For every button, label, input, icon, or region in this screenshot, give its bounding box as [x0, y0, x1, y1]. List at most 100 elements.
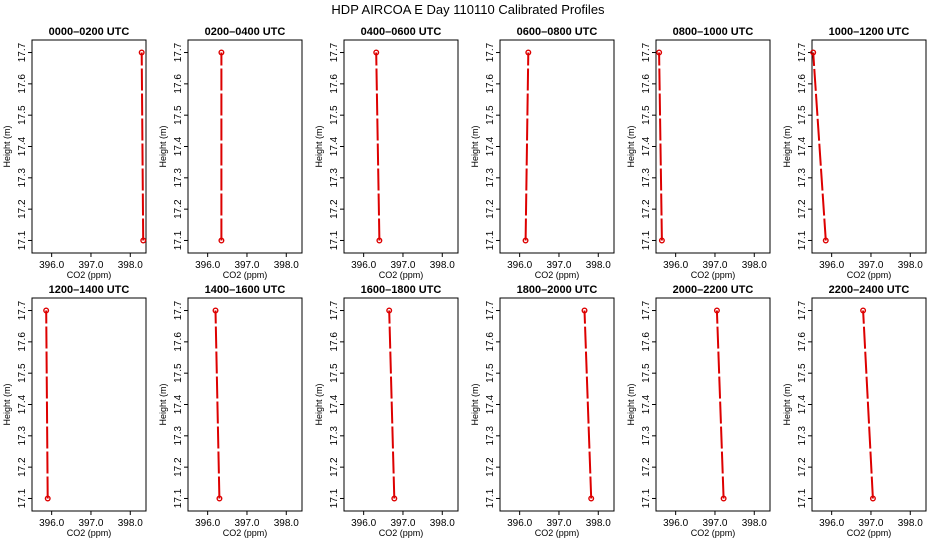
x-axis-label: CO2 (ppm): [691, 528, 736, 538]
panel-title: 0200–0400 UTC: [205, 26, 286, 38]
y-tick-label: 17.5: [797, 363, 808, 383]
chart-panel: 1400–1600 UTC 396.0 397.0 398.0 17.1 17.2 17.3…: [158, 284, 303, 538]
x-tick-label: 398.0: [118, 518, 143, 529]
plot-frame: [811, 39, 927, 254]
profile-point: [216, 495, 223, 502]
y-tick-label: 17.1: [641, 230, 652, 250]
y-tick-label: 17.3: [485, 426, 496, 446]
y-tick-label: 17.2: [485, 199, 496, 219]
y-axis-label: Height (m): [782, 383, 792, 425]
y-tick-label: 17.2: [641, 457, 652, 477]
chart-panel: 0000–0200 UTC 396.0 397.0 398.0 17.1 17.2 17.3…: [2, 26, 147, 280]
y-tick-label: 17.2: [485, 457, 496, 477]
plot-frame: [31, 39, 147, 254]
y-tick-label: 17.1: [797, 230, 808, 250]
y-tick-label: 17.3: [173, 426, 184, 446]
x-tick-label: 397.0: [234, 518, 259, 529]
y-tick-label: 17.2: [329, 199, 340, 219]
x-tick-label: 398.0: [586, 260, 611, 271]
profile-point: [588, 495, 595, 502]
profile-line: [658, 52, 663, 241]
plot-frame: [187, 297, 303, 512]
y-tick-label: 17.4: [329, 136, 340, 156]
profile-point: [713, 307, 720, 314]
y-tick-label: 17.5: [17, 363, 28, 383]
profile-point: [658, 237, 665, 244]
x-tick-label: 397.0: [858, 260, 883, 271]
y-tick-label: 17.2: [173, 199, 184, 219]
y-tick-label: 17.6: [17, 332, 28, 352]
y-tick-label: 17.4: [17, 394, 28, 414]
profile-point: [525, 49, 532, 56]
chart-panel: 2200–2400 UTC 396.0 397.0 398.0 17.1 17.2 17.3…: [782, 284, 927, 538]
profile-point: [869, 495, 876, 502]
x-axis-label: CO2 (ppm): [691, 270, 736, 280]
y-tick-label: 17.3: [17, 426, 28, 446]
y-tick-label: 17.1: [17, 230, 28, 250]
y-tick-label: 17.2: [17, 199, 28, 219]
panel-title: 0800–1000 UTC: [673, 26, 754, 38]
profile-point: [373, 49, 380, 56]
chart-panel: 1000–1200 UTC 396.0 397.0 398.0 17.1 17.2 17.3…: [782, 26, 927, 280]
panels-grid: 0000–0200 UTC 396.0 397.0 398.0 17.1 17.2 17.3…: [2, 26, 927, 538]
profile-point: [581, 307, 588, 314]
y-tick-label: 17.4: [329, 394, 340, 414]
x-tick-label: 396.0: [39, 260, 64, 271]
x-axis-label: CO2 (ppm): [67, 528, 112, 538]
figure-title: HDP AIRCOA E Day 110110 Calibrated Profi…: [331, 2, 605, 17]
y-axis-label: Height (m): [626, 125, 636, 167]
panel-title: 1000–1200 UTC: [829, 26, 910, 38]
x-tick-label: 396.0: [663, 518, 688, 529]
y-tick-label: 17.5: [641, 105, 652, 125]
profile-line: [862, 310, 874, 499]
x-axis-label: CO2 (ppm): [223, 528, 268, 538]
y-tick-label: 17.2: [797, 457, 808, 477]
y-tick-label: 17.6: [173, 74, 184, 94]
y-tick-label: 17.4: [797, 136, 808, 156]
x-axis-label: CO2 (ppm): [379, 270, 424, 280]
y-tick-label: 17.6: [329, 332, 340, 352]
profile-line: [140, 52, 145, 241]
panel-title: 0600–0800 UTC: [517, 26, 598, 38]
chart-panel: 1200–1400 UTC 396.0 397.0 398.0 17.1 17.2 17.3…: [2, 284, 147, 538]
profile-point: [43, 307, 50, 314]
y-tick-label: 17.1: [173, 488, 184, 508]
y-tick-label: 17.7: [797, 42, 808, 62]
x-tick-label: 396.0: [195, 518, 220, 529]
y-tick-label: 17.3: [797, 168, 808, 188]
profile-point: [218, 49, 225, 56]
y-tick-label: 17.6: [485, 332, 496, 352]
y-tick-label: 17.7: [17, 300, 28, 320]
y-axis-label: Height (m): [470, 125, 480, 167]
plot-frame: [499, 39, 615, 254]
y-axis-label: Height (m): [2, 125, 12, 167]
profile-point: [376, 237, 383, 244]
y-axis-label: Height (m): [314, 125, 324, 167]
chart-panel: 0400–0600 UTC 396.0 397.0 398.0 17.1 17.2 17.3…: [314, 26, 459, 280]
x-axis-label: CO2 (ppm): [847, 270, 892, 280]
x-axis-label: CO2 (ppm): [535, 528, 580, 538]
panel-title: 0400–0600 UTC: [361, 26, 442, 38]
profile-line: [45, 310, 49, 499]
profile-point: [218, 237, 225, 244]
profile-point: [810, 49, 817, 56]
x-tick-label: 396.0: [819, 260, 844, 271]
y-tick-label: 17.5: [797, 105, 808, 125]
x-tick-label: 397.0: [390, 518, 415, 529]
x-tick-label: 397.0: [78, 260, 103, 271]
y-tick-label: 17.6: [797, 332, 808, 352]
y-tick-label: 17.7: [329, 300, 340, 320]
y-tick-label: 17.6: [641, 332, 652, 352]
y-tick-label: 17.2: [641, 199, 652, 219]
y-tick-label: 17.3: [641, 168, 652, 188]
plot-frame: [655, 39, 771, 254]
x-axis-label: CO2 (ppm): [847, 528, 892, 538]
y-tick-label: 17.4: [485, 394, 496, 414]
y-tick-label: 17.5: [17, 105, 28, 125]
profile-point: [522, 237, 529, 244]
y-axis-label: Height (m): [626, 383, 636, 425]
y-tick-label: 17.7: [641, 300, 652, 320]
chart-panel: 2000–2200 UTC 396.0 397.0 398.0 17.1 17.2 17.3…: [626, 284, 771, 538]
panel-title: 0000–0200 UTC: [49, 26, 130, 38]
